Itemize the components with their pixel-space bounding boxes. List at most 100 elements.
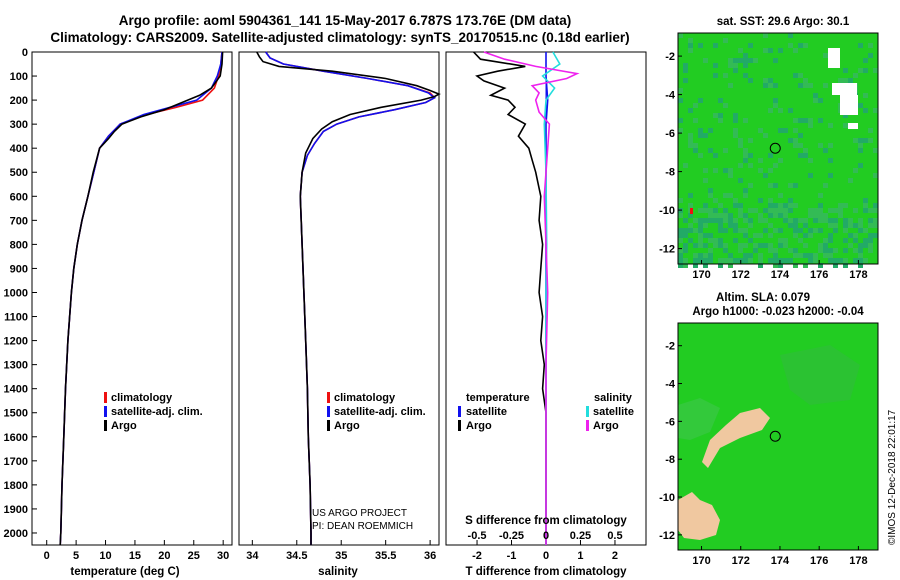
sst-cell — [733, 58, 738, 63]
sst-cell — [683, 248, 688, 253]
sst-cell — [778, 128, 783, 133]
sst-cell — [863, 58, 868, 63]
legend-satellite: satellite-adj. clim. — [111, 406, 203, 418]
sst-cell — [853, 138, 858, 143]
sst-cell — [693, 258, 698, 263]
sst-cell — [803, 263, 808, 268]
sst-cell — [803, 118, 808, 123]
lat-tick-label: -10 — [659, 205, 675, 217]
sst-cell — [768, 213, 773, 218]
lon-tick-label: 170 — [692, 555, 710, 567]
sst-cell — [813, 213, 818, 218]
temperature-xlabel: temperature (deg C) — [70, 566, 179, 578]
sst-cell — [678, 258, 683, 263]
sst-cell — [743, 118, 748, 123]
sst-cell — [683, 228, 688, 233]
sst-cell — [708, 193, 713, 198]
temperature-x-axis: 0 5 10 15 20 25 30 — [44, 540, 229, 562]
missing-data-patch — [832, 83, 857, 95]
sst-cell — [828, 248, 833, 253]
sst-map-title: sat. SST: 29.6 Argo: 30.1 — [717, 16, 850, 28]
sst-cell — [738, 58, 743, 63]
sst-cell — [778, 108, 783, 113]
s-tick-label: 0 — [543, 530, 549, 542]
sst-cell — [803, 218, 808, 223]
sst-cell — [683, 163, 688, 168]
sst-cell — [768, 243, 773, 248]
sst-cell — [748, 58, 753, 63]
sst-cell — [698, 233, 703, 238]
sst-cell — [768, 203, 773, 208]
sst-cell — [798, 118, 803, 123]
salinity-frame — [238, 51, 440, 546]
sst-cell — [688, 143, 693, 148]
sst-cell — [828, 233, 833, 238]
sst-cell — [813, 208, 818, 213]
sst-cell — [828, 208, 833, 213]
sst-cell — [733, 68, 738, 73]
sst-cell — [698, 208, 703, 213]
argo-position-marker — [769, 142, 781, 154]
sst-cell — [838, 208, 843, 213]
sst-cell — [803, 233, 808, 238]
sst-cell — [858, 263, 863, 268]
legend-swatch-satellite — [327, 406, 330, 417]
sst-cell — [768, 108, 773, 113]
sst-cell — [863, 93, 868, 98]
sst-cell — [838, 258, 843, 263]
sst-cell — [828, 158, 833, 163]
sst-cell — [813, 93, 818, 98]
sst-cell — [868, 233, 873, 238]
sst-cell — [718, 218, 723, 223]
sst-cell — [803, 153, 808, 158]
sst-cell — [688, 138, 693, 143]
y-tick-label: 0 — [22, 47, 28, 59]
sst-cell — [833, 208, 838, 213]
sst-cell — [678, 248, 683, 253]
difference-legend-s: salinity satellite Argo — [586, 392, 634, 432]
sst-cell — [798, 73, 803, 78]
sst-cell — [793, 248, 798, 253]
sst-cell — [723, 73, 728, 78]
sst-cell — [768, 48, 773, 53]
sst-cell — [768, 233, 773, 238]
legend-swatch-t-argo — [458, 420, 461, 431]
sst-cell — [798, 153, 803, 158]
sst-cell — [843, 68, 848, 73]
sst-cell — [758, 233, 763, 238]
temperature-lines — [59, 51, 224, 546]
lat-tick-label: -6 — [665, 128, 675, 140]
legend-climatology: climatology — [334, 392, 396, 404]
sst-cell — [773, 208, 778, 213]
sst-cell — [808, 253, 813, 258]
sst-cell — [728, 58, 733, 63]
sst-cell — [748, 78, 753, 83]
sst-cell — [723, 38, 728, 43]
lon-tick-label: 174 — [771, 555, 790, 567]
sst-cell — [823, 213, 828, 218]
sst-cell — [678, 263, 683, 268]
sst-cell — [748, 43, 753, 48]
sst-cell — [743, 233, 748, 238]
series-s-satellite — [541, 51, 561, 545]
s-tick-label: 0.25 — [570, 530, 591, 542]
sst-cell — [808, 258, 813, 263]
sst-cell — [733, 198, 738, 203]
sst-cell — [728, 168, 733, 173]
sst-cell — [753, 248, 758, 253]
sst-cell — [868, 43, 873, 48]
y-tick-label: 1200 — [4, 336, 28, 348]
sst-cell — [748, 138, 753, 143]
sst-cell — [763, 208, 768, 213]
sst-cell — [853, 208, 858, 213]
sst-cell — [853, 238, 858, 243]
sst-cell — [833, 223, 838, 228]
salinity-diff-ticks: -0.5 -0.25 0 0.25 0.5 — [468, 530, 623, 542]
sst-cell — [743, 218, 748, 223]
sst-cell — [778, 158, 783, 163]
sst-cell — [683, 68, 688, 73]
sst-cell — [863, 208, 868, 213]
sst-cell — [868, 53, 873, 58]
sst-cell — [733, 128, 738, 133]
